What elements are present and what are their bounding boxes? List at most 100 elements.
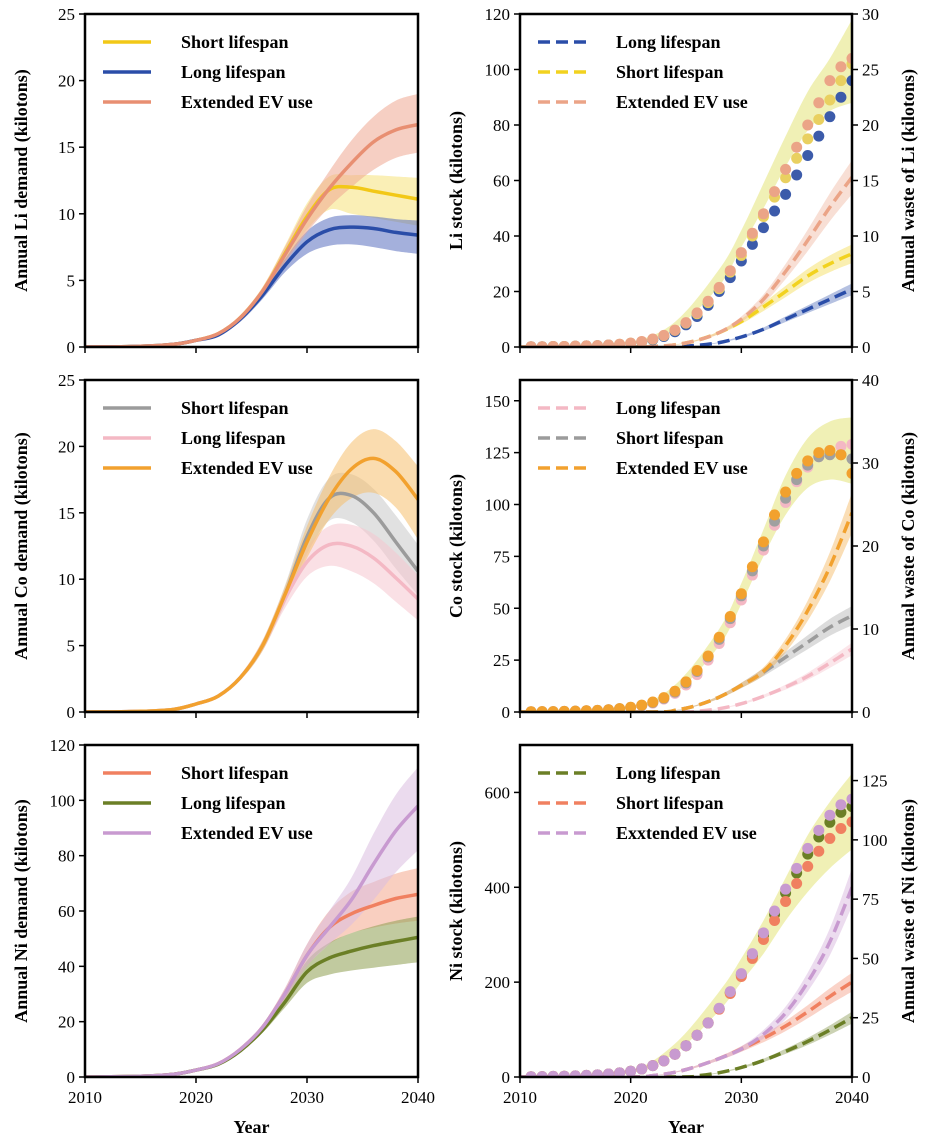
stock-point xyxy=(791,877,803,889)
y-axis-label: Co stock (kilotons) xyxy=(446,474,467,618)
stock-point xyxy=(835,799,847,811)
stock-point xyxy=(846,793,852,805)
stock-point xyxy=(625,701,637,712)
axes-frame xyxy=(518,743,854,1079)
legend-label: Extended EV use xyxy=(181,458,313,478)
stock-point xyxy=(769,509,781,521)
y2-tick-label: 0 xyxy=(862,703,871,722)
stock-point xyxy=(846,75,852,87)
stock-point xyxy=(647,1060,659,1072)
legend-label: Short lifespan xyxy=(181,32,289,52)
y-tick-label: 0 xyxy=(502,1068,511,1087)
stock-point xyxy=(647,333,659,345)
uncertainty-band xyxy=(85,767,418,1077)
y2-tick-label: 0 xyxy=(862,338,871,357)
stock-point xyxy=(558,705,570,712)
stock-point xyxy=(769,205,781,217)
stock-point xyxy=(769,905,781,917)
stock-point xyxy=(835,449,847,461)
legend: Long lifespan Short lifespan Extended EV u… xyxy=(538,398,748,478)
panel-co-demand: 0 5 10 15 20 25 Annual Co demand (kilotons) Sho… xyxy=(11,371,420,722)
stock-point xyxy=(780,883,792,895)
stock-point xyxy=(802,860,814,872)
stock-point xyxy=(724,986,736,998)
stock-point xyxy=(702,295,714,307)
y-axis-label: Annual Co demand (kilotons) xyxy=(11,432,32,660)
stock-point xyxy=(735,968,747,980)
stock-point xyxy=(669,324,681,336)
plot-area xyxy=(85,767,418,1077)
y-tick-label: 0 xyxy=(67,1068,76,1087)
legend-label: Long lifespan xyxy=(616,398,721,418)
y-tick-label: 15 xyxy=(58,138,75,157)
stock-point xyxy=(746,561,758,573)
stock-point xyxy=(846,52,852,64)
stock-point xyxy=(580,705,592,712)
y2-tick-label: 20 xyxy=(862,537,879,556)
stock-point xyxy=(591,704,603,712)
y-tick-label: 200 xyxy=(485,973,511,992)
stock-point xyxy=(525,1071,537,1077)
stock-point xyxy=(813,130,825,142)
series-line xyxy=(85,122,418,347)
stock-point xyxy=(580,1069,592,1077)
stock-point xyxy=(835,440,847,452)
legend-label: Long lifespan xyxy=(181,62,286,82)
stock-point xyxy=(813,824,825,836)
stock-point xyxy=(680,676,692,688)
y-tick-label: 20 xyxy=(58,437,75,456)
y2-tick-label: 25 xyxy=(862,1009,879,1028)
stock-uncertainty-band xyxy=(520,417,852,712)
legend-label: Extended EV use xyxy=(181,823,313,843)
y-tick-label: 150 xyxy=(485,392,511,411)
y2-axis-label: Annual waste of Co (kilotons) xyxy=(898,432,919,660)
legend: Long lifespan Short lifespan Extended EV u… xyxy=(538,32,748,112)
stock-point xyxy=(691,307,703,319)
y-tick-label: 80 xyxy=(493,116,510,135)
y2-tick-label: 100 xyxy=(862,831,888,850)
y-axis-label: Annual Li demand (kilotons) xyxy=(11,69,32,292)
stock-point xyxy=(835,75,847,87)
stock-point xyxy=(680,317,692,329)
y-tick-label: 40 xyxy=(493,227,510,246)
stock-point xyxy=(636,335,648,347)
stock-point xyxy=(824,832,836,844)
x-tick-label: 2030 xyxy=(724,1088,758,1107)
stock-point xyxy=(802,150,814,162)
legend-label: Extended EV use xyxy=(181,92,313,112)
stock-point xyxy=(824,75,836,87)
stock-point xyxy=(536,341,548,347)
stock-point xyxy=(746,238,758,250)
stock-point xyxy=(558,340,570,347)
legend: Short lifespan Long lifespan Extended EV u… xyxy=(103,32,313,112)
y-tick-label: 25 xyxy=(58,5,75,24)
stock-point xyxy=(625,1065,637,1077)
stock-point xyxy=(636,1063,648,1075)
stock-point xyxy=(680,1040,692,1052)
stock-point xyxy=(769,186,781,198)
stock-point xyxy=(780,172,792,184)
x-axis-label: Year xyxy=(668,1117,704,1137)
legend: Short lifespan Long lifespan Extended EV u… xyxy=(103,398,313,478)
stock-uncertainty-band xyxy=(520,773,852,1077)
stock-point xyxy=(580,340,592,347)
panel-ni-stock: 2010 2020 2030 204002004006000255075100125A… xyxy=(446,743,919,1137)
stock-point xyxy=(769,914,781,926)
stock-point xyxy=(658,1055,670,1067)
y2-tick-label: 5 xyxy=(862,283,871,302)
y-tick-label: 100 xyxy=(50,791,76,810)
y2-tick-label: 40 xyxy=(862,371,879,390)
y2-tick-label: 10 xyxy=(862,227,879,246)
y-tick-label: 120 xyxy=(50,736,76,755)
stock-point xyxy=(724,265,736,277)
stock-point xyxy=(603,704,615,712)
stock-point xyxy=(813,845,825,857)
stock-point xyxy=(791,467,803,479)
y-tick-label: 600 xyxy=(485,783,511,802)
stock-point xyxy=(835,822,847,834)
y-tick-label: 10 xyxy=(58,570,75,589)
stock-point xyxy=(547,706,559,712)
legend: Long lifespan Short lifespan Exxtended EV … xyxy=(538,763,757,843)
stock-point xyxy=(735,588,747,600)
stock-point xyxy=(547,340,559,347)
